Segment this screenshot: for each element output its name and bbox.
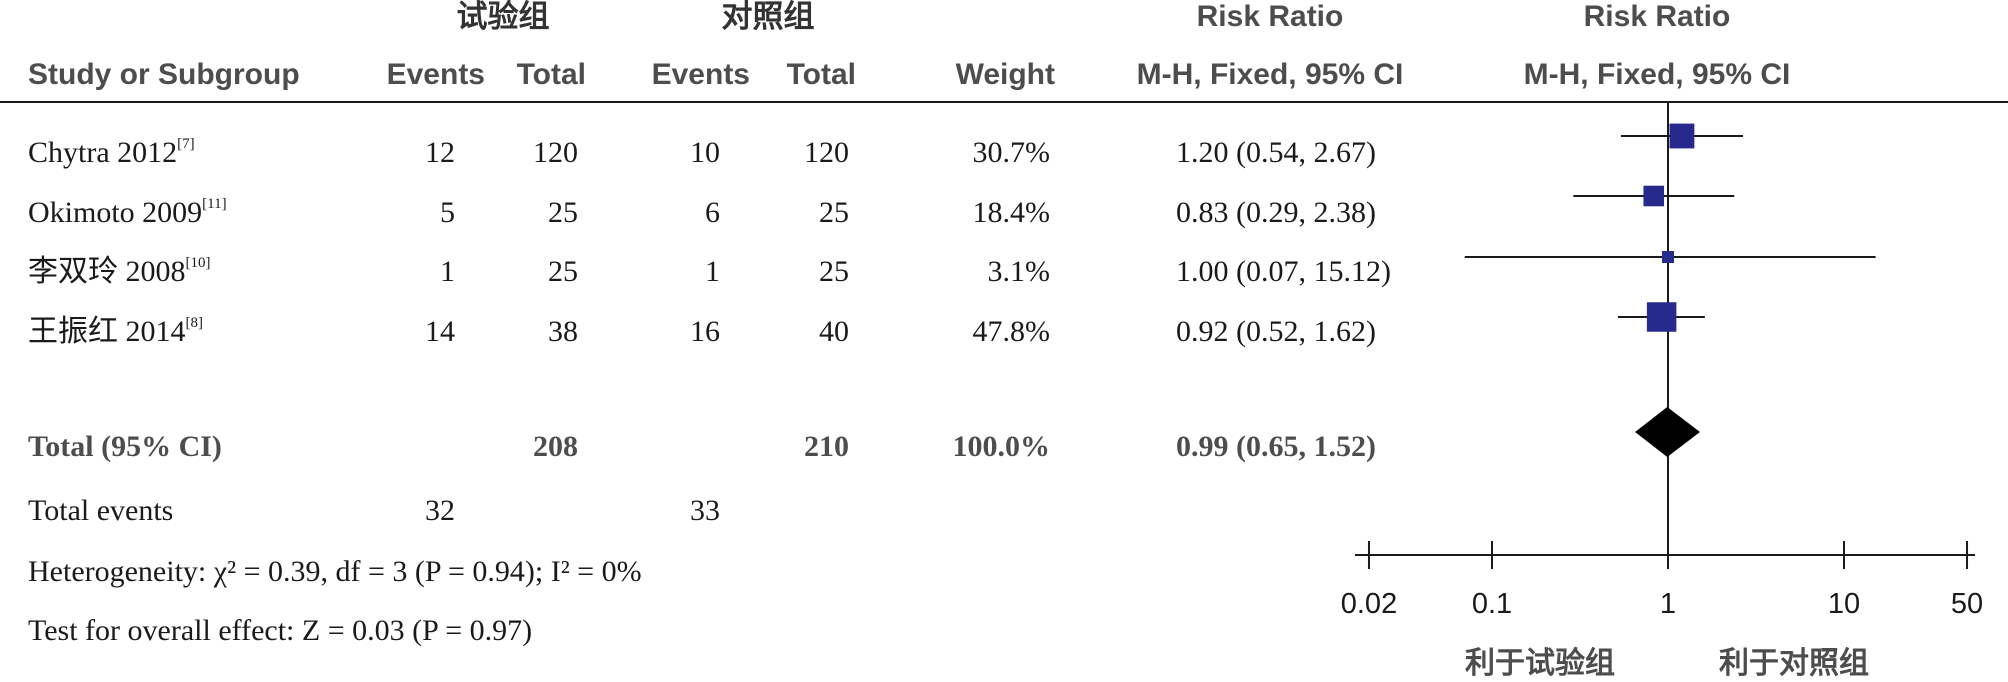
weight-header: Weight [955, 58, 1055, 91]
favours-control-label: 利于对照组 [1719, 647, 1869, 680]
header-rule [0, 101, 2008, 103]
experimental-group-header: 试验组 [456, 0, 550, 34]
ctrl-total-header: Total [786, 58, 856, 91]
control-group-header: 对照组 [721, 0, 815, 34]
method-header-right: M-H, Fixed, 95% CI [1523, 58, 1791, 91]
ctrl-events: 16 [690, 315, 720, 348]
ctrl-events: 6 [705, 196, 720, 229]
exp-events: 1 [440, 255, 455, 288]
study-weight: 30.7% [972, 136, 1051, 169]
study-marker [1646, 302, 1677, 332]
total-label: Total (95% CI) [28, 430, 222, 463]
ctrl-total: 25 [819, 255, 849, 288]
study-column-header: Study or Subgroup [28, 58, 300, 91]
exp-events-header: Events [386, 58, 485, 91]
study-weight: 3.1% [987, 255, 1051, 288]
total-exp-events: 32 [425, 494, 455, 527]
exp-total: 38 [548, 315, 578, 348]
study-name: Okimoto 2009[11] [28, 196, 227, 229]
study-name: 李双玲 2008[10] [28, 255, 211, 288]
study-name: Chytra 2012[7] [28, 136, 195, 169]
study-ci-text: 1.00 (0.07, 15.12) [1176, 255, 1391, 288]
total-exp-total: 208 [533, 430, 578, 463]
ctrl-events: 10 [690, 136, 720, 169]
study-weight: 47.8% [972, 315, 1051, 348]
overall-effect-text: Test for overall effect: Z = 0.03 (P = 0… [28, 614, 533, 647]
study-ci-text: 0.92 (0.52, 1.62) [1176, 315, 1376, 348]
ctrl-events-header: Events [651, 58, 750, 91]
total-events-label: Total events [28, 494, 174, 527]
exp-total-header: Total [516, 58, 586, 91]
study-name: 王振红 2014[8] [28, 315, 203, 348]
exp-events: 12 [425, 136, 455, 169]
study-marker [1669, 123, 1695, 149]
ctrl-total: 40 [819, 315, 849, 348]
study-weight: 18.4% [972, 196, 1051, 229]
method-header-left: M-H, Fixed, 95% CI [1136, 58, 1404, 91]
total-ctrl-total: 210 [804, 430, 849, 463]
x-tick-label: 0.1 [1472, 588, 1512, 620]
exp-events: 14 [425, 315, 455, 348]
heterogeneity-text: Heterogeneity: χ² = 0.39, df = 3 (P = 0.… [28, 555, 642, 588]
exp-events: 5 [440, 196, 455, 229]
exp-total: 25 [548, 196, 578, 229]
x-tick-label: 0.02 [1341, 588, 1397, 620]
exp-total: 25 [548, 255, 578, 288]
total-weight: 100.0% [952, 430, 1051, 463]
ctrl-total: 25 [819, 196, 849, 229]
favours-experimental-label: 利于试验组 [1465, 647, 1615, 680]
x-tick-label: 1 [1660, 588, 1676, 620]
exp-total: 120 [533, 136, 578, 169]
total-ci-text: 0.99 (0.65, 1.52) [1176, 430, 1376, 463]
x-tick-label: 50 [1951, 588, 1983, 620]
study-ci-text: 1.20 (0.54, 2.67) [1176, 136, 1376, 169]
study-marker [1643, 185, 1665, 207]
ctrl-total: 120 [804, 136, 849, 169]
study-marker [1662, 251, 1674, 263]
study-ci-text: 0.83 (0.29, 2.38) [1176, 196, 1376, 229]
risk-ratio-title-right: Risk Ratio [1583, 0, 1731, 33]
x-tick-label: 10 [1828, 588, 1860, 620]
total-ctrl-events: 33 [690, 494, 720, 527]
risk-ratio-title-left: Risk Ratio [1196, 0, 1344, 33]
ctrl-events: 1 [705, 255, 720, 288]
summary-diamond [1635, 407, 1701, 457]
